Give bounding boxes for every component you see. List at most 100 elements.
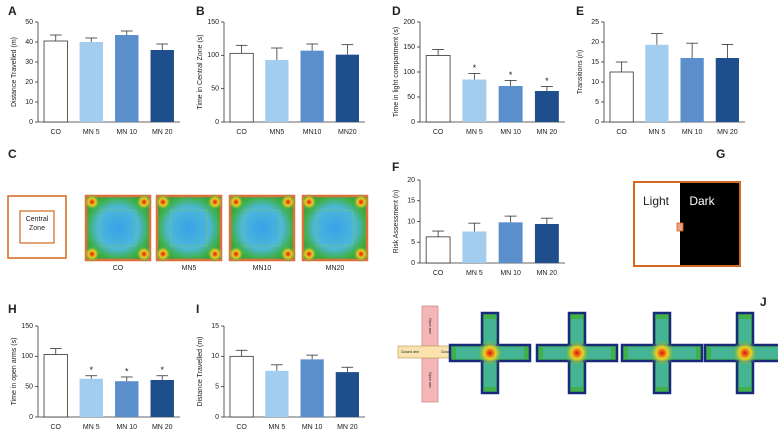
x-tick-label: MN 5 <box>83 129 100 136</box>
maze-hotspot <box>564 340 590 366</box>
bar <box>534 91 559 122</box>
panel-label: C <box>8 147 17 161</box>
bar <box>79 42 103 122</box>
dark-compartment <box>680 183 739 265</box>
y-tick-label: 50 <box>25 384 33 391</box>
x-tick-label: MN 10 <box>682 129 703 136</box>
group-label: CO <box>113 265 124 272</box>
y-tick-label: 10 <box>591 79 599 86</box>
bar <box>645 44 669 122</box>
y-tick-label: 5 <box>215 384 219 391</box>
panel-label: I <box>196 302 199 316</box>
x-tick-label: MN20 <box>338 129 357 136</box>
group-label: MN20 <box>326 265 345 272</box>
bar <box>498 86 523 122</box>
bar <box>79 378 103 417</box>
heatmap-hotspot <box>301 246 317 262</box>
x-tick-label: CO <box>236 424 247 431</box>
heatmap-hotspot <box>301 194 317 210</box>
x-tick-label: MN 20 <box>537 270 558 277</box>
y-axis-label: Time in light compartment (s) <box>393 27 400 117</box>
heatmap-hotspot <box>353 246 369 262</box>
bar <box>715 58 740 122</box>
panel-label: H <box>8 302 17 316</box>
y-tick-label: 0 <box>595 119 599 126</box>
maze-hotspot <box>477 340 503 366</box>
heatmap-hotspot <box>84 194 100 210</box>
bar <box>680 58 704 122</box>
maze-hotspot <box>732 340 758 366</box>
bar <box>229 52 254 123</box>
y-tick-label: 20 <box>591 39 599 46</box>
y-tick-label: 5 <box>411 239 415 246</box>
heatmap-hotspot <box>280 246 296 262</box>
y-tick-label: 150 <box>207 19 219 26</box>
y-tick-label: 25 <box>591 19 599 26</box>
heatmap-inner <box>99 209 137 247</box>
x-tick-label: MN 10 <box>500 129 521 136</box>
heatmap-hotspot <box>280 194 296 210</box>
x-tick-label: CO <box>51 424 62 431</box>
panel-label: J <box>760 295 767 309</box>
x-tick-label: MN 20 <box>337 424 358 431</box>
x-tick-label: MN 5 <box>649 129 666 136</box>
x-tick-label: MN 10 <box>116 129 137 136</box>
panel-label: B <box>196 4 205 18</box>
maze-hotspot <box>649 340 675 366</box>
bar <box>115 35 139 122</box>
significance-marker: * <box>125 366 129 376</box>
x-tick-label: MN5 <box>269 129 284 136</box>
bar <box>300 50 324 122</box>
door <box>676 222 684 232</box>
open-arm-label: Open arm <box>428 372 432 388</box>
x-tick-label: CO <box>616 129 627 136</box>
y-axis-label: Time in Central Zone (s) <box>197 34 204 109</box>
x-tick-label: MN 20 <box>537 129 558 136</box>
x-tick-label: MN 20 <box>152 129 173 136</box>
y-tick-label: 150 <box>21 323 33 330</box>
x-tick-label: MN 5 <box>269 424 286 431</box>
group-label: MN10 <box>253 265 272 272</box>
heatmap-hotspot <box>207 246 223 262</box>
y-tick-label: 0 <box>215 119 219 126</box>
panel-label: G <box>716 147 725 161</box>
bar <box>425 55 451 123</box>
bar <box>43 40 68 123</box>
y-tick-label: 50 <box>211 86 219 93</box>
y-tick-label: 100 <box>403 69 415 76</box>
y-tick-label: 10 <box>211 353 219 360</box>
central-zone-label-box: Central Zone <box>25 216 49 232</box>
bar <box>150 50 174 122</box>
central-zone <box>19 210 55 244</box>
x-tick-label: CO <box>433 129 444 136</box>
panel-label: D <box>392 4 401 18</box>
y-tick-label: 15 <box>591 59 599 66</box>
y-tick-label: 0 <box>215 414 219 421</box>
x-tick-label: MN10 <box>303 129 322 136</box>
bar <box>462 231 487 263</box>
y-tick-label: 10 <box>407 218 415 225</box>
y-tick-label: 100 <box>207 52 219 59</box>
bar <box>115 381 139 417</box>
x-tick-label: MN 5 <box>83 424 100 431</box>
heatmaps: CO MN5 MN10 MN20 <box>84 194 369 272</box>
group-label: MN5 <box>182 265 197 272</box>
y-tick-label: 0 <box>411 260 415 267</box>
x-tick-label: MN 10 <box>302 424 323 431</box>
bar <box>534 223 559 263</box>
y-tick-label: 5 <box>595 99 599 106</box>
y-tick-label: 40 <box>25 39 33 46</box>
heatmap-hotspot <box>136 246 152 262</box>
y-tick-label: 10 <box>25 99 33 106</box>
maze-heatmaps <box>448 311 778 395</box>
y-tick-label: 20 <box>25 79 33 86</box>
x-tick-label: MN 20 <box>152 424 173 431</box>
significance-marker: * <box>545 76 549 86</box>
bar <box>43 354 68 418</box>
y-tick-label: 15 <box>407 198 415 205</box>
central-zone-label: Central Zone <box>25 216 49 232</box>
bar <box>265 370 289 417</box>
y-tick-label: 100 <box>21 353 33 360</box>
x-tick-label: MN 20 <box>717 129 738 136</box>
